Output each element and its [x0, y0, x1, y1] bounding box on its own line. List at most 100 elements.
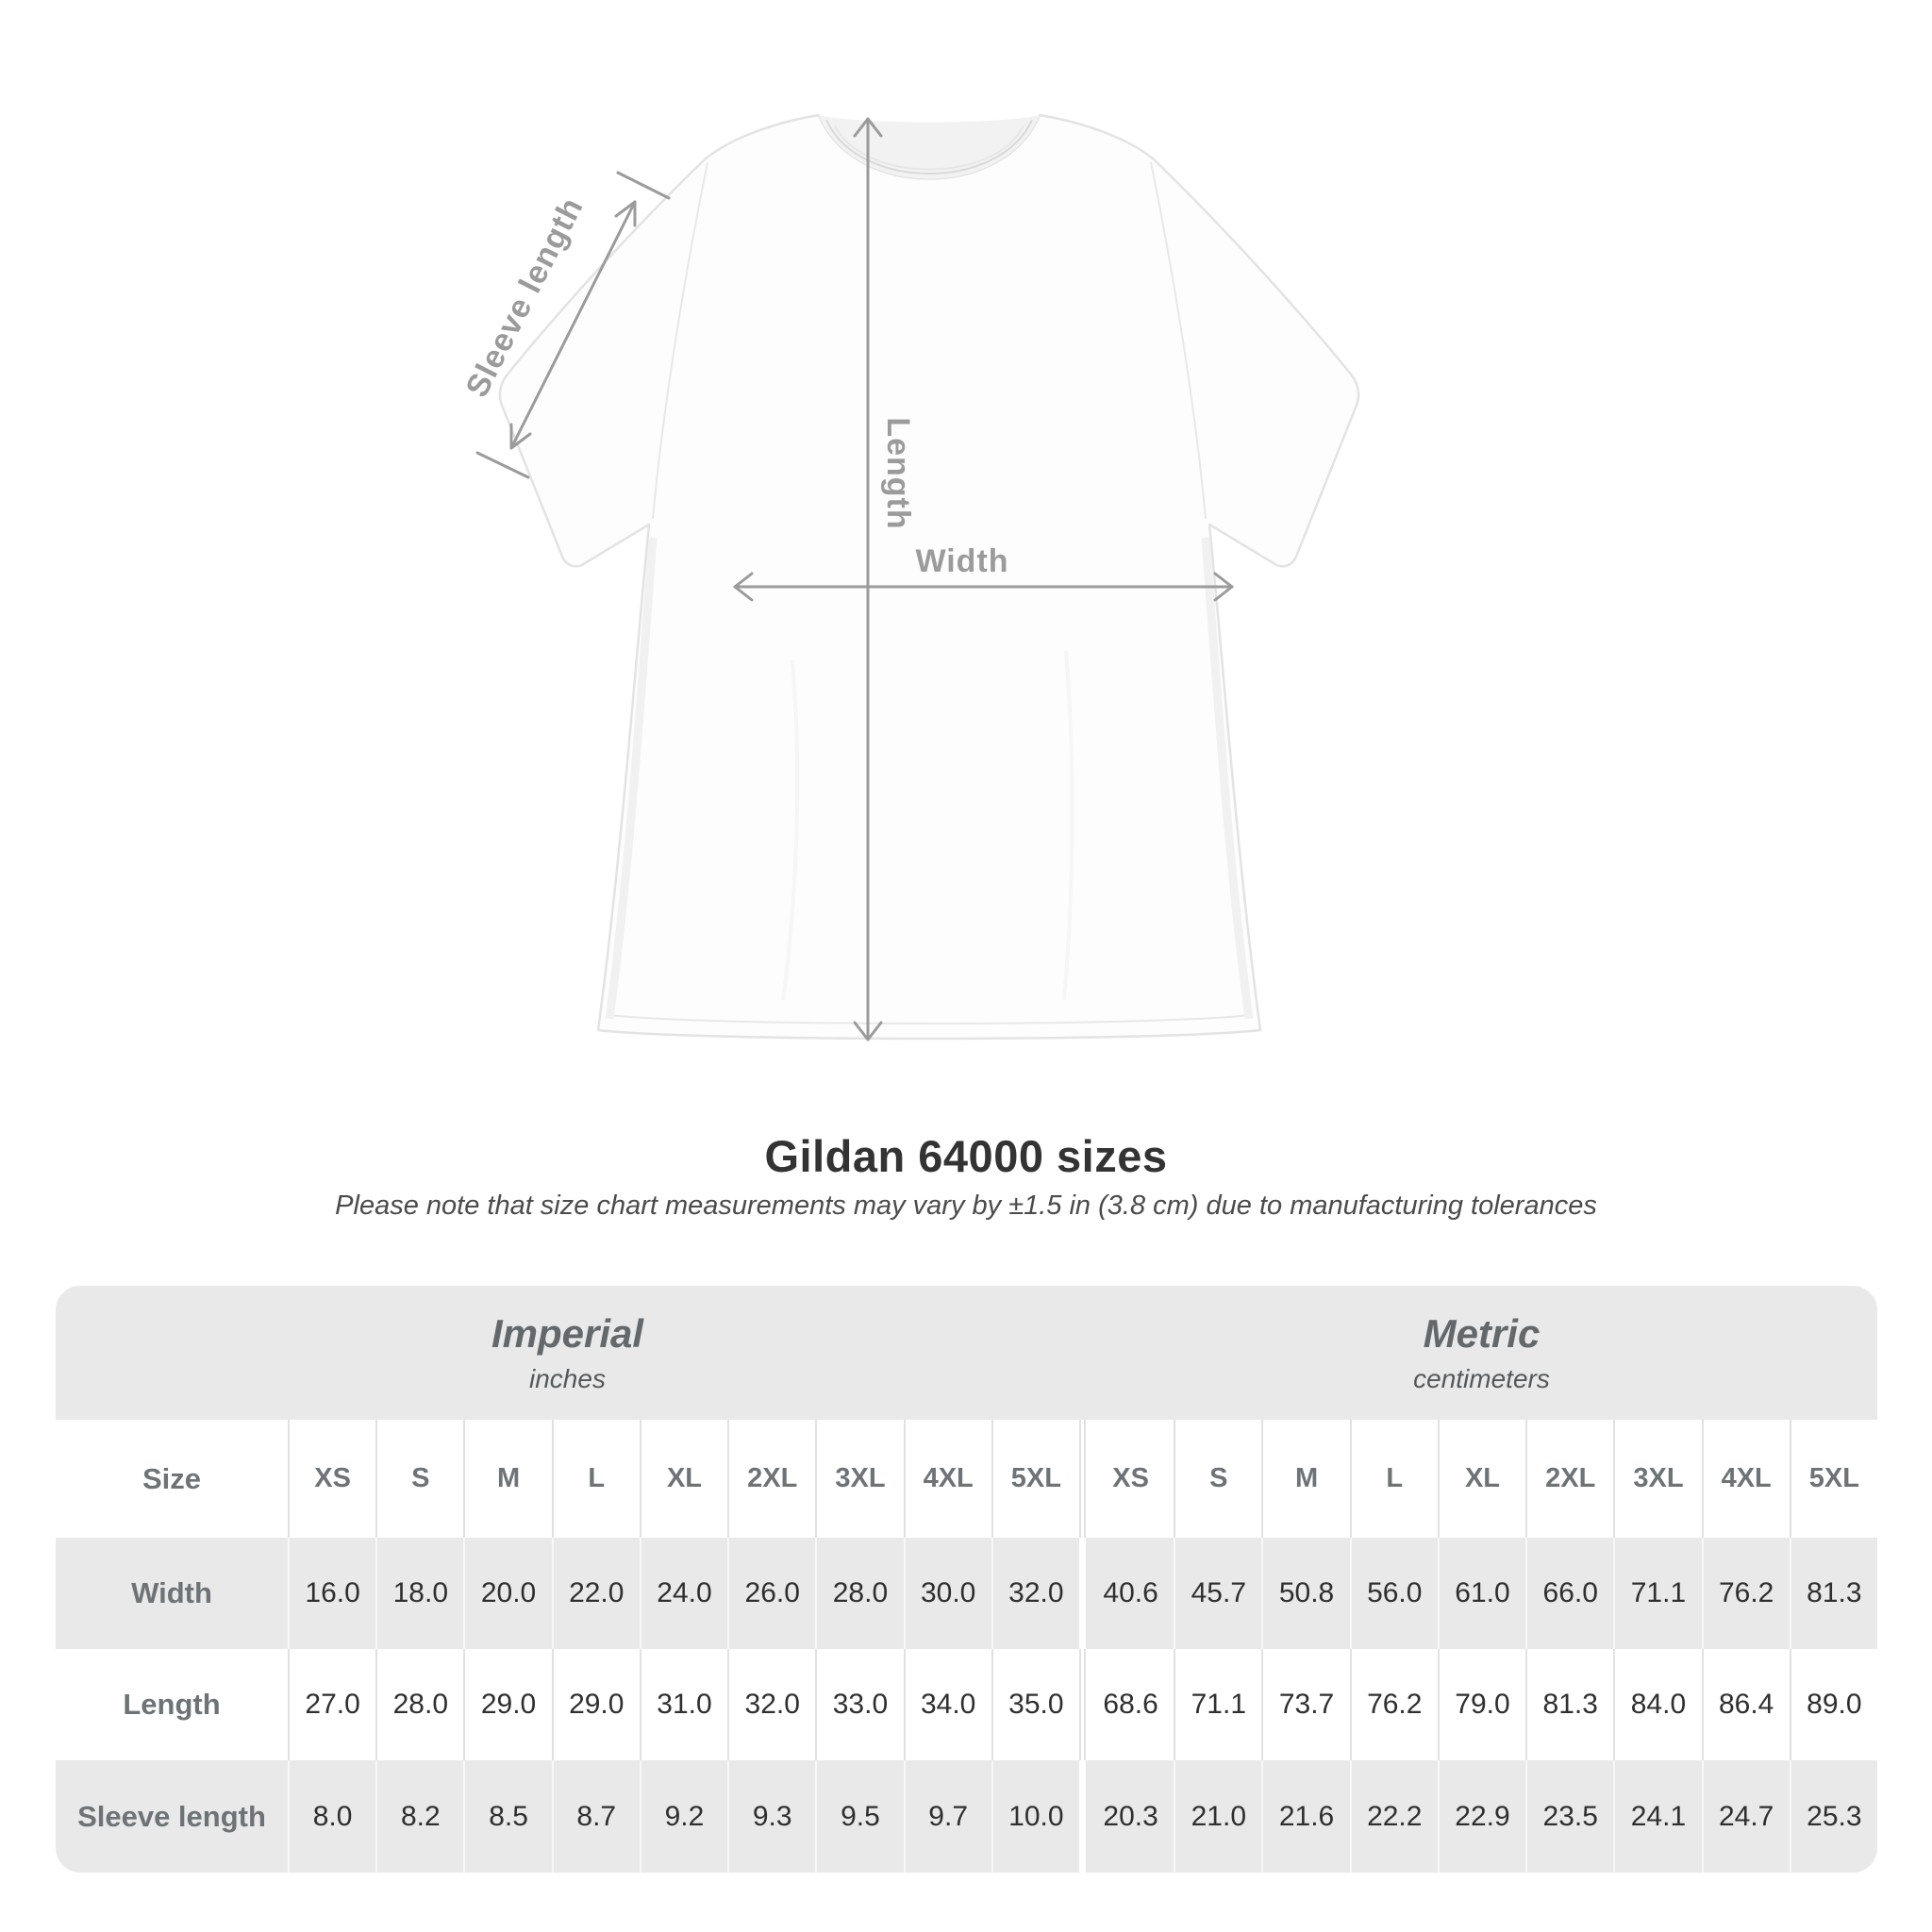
- tolerance-note: Please note that size chart measurements…: [335, 1191, 1597, 1221]
- width-imp-l: 22.0: [551, 1538, 640, 1649]
- hem-seam: [608, 1014, 1250, 1024]
- sleeve-met-5xl: 25.3: [1789, 1760, 1877, 1873]
- length-imp-4xl: 34.0: [903, 1649, 991, 1760]
- met-size-3xl: 3XL: [1613, 1420, 1702, 1538]
- sleeve-imp-5xl: 10.0: [991, 1760, 1079, 1873]
- width-met-l: 56.0: [1349, 1538, 1438, 1649]
- sleeve-met-s: 21.0: [1174, 1760, 1262, 1873]
- length-imp-l: 29.0: [551, 1649, 640, 1760]
- length-arrow: [853, 117, 883, 1041]
- metric-group-header: Metric centimeters: [1085, 1286, 1877, 1420]
- row-label-length: Length: [56, 1649, 288, 1760]
- length-met-xs: 68.6: [1085, 1649, 1174, 1760]
- imp-size-xs: XS: [288, 1420, 376, 1538]
- length-imp-5xl: 35.0: [991, 1649, 1079, 1760]
- length-met-l: 76.2: [1349, 1649, 1438, 1760]
- unit-divider-sleeve: [1078, 1760, 1086, 1873]
- length-imp-xl: 31.0: [639, 1649, 728, 1760]
- unit-divider-length: [1078, 1649, 1086, 1760]
- collar-seam-inner: [834, 125, 1024, 171]
- length-imp-2xl: 32.0: [727, 1649, 816, 1760]
- metric-group-unit: centimeters: [1413, 1364, 1550, 1393]
- width-imp-5xl: 32.0: [991, 1538, 1079, 1649]
- sleeve-met-4xl: 24.7: [1701, 1760, 1790, 1873]
- imp-size-5xl: 5XL: [991, 1420, 1079, 1538]
- collar-seam-outer: [825, 119, 1033, 175]
- wrinkle-right: [1062, 650, 1074, 1001]
- width-arrow: [733, 572, 1234, 602]
- met-size-s: S: [1174, 1420, 1262, 1538]
- size-table: Imperial inches Metric centimeters Size …: [56, 1286, 1877, 1873]
- length-met-s: 71.1: [1174, 1649, 1262, 1760]
- width-met-xs: 40.6: [1085, 1538, 1174, 1649]
- right-side-shading: [1201, 537, 1254, 1020]
- imperial-group-unit: inches: [529, 1364, 606, 1393]
- group-band-divider: [1078, 1286, 1086, 1420]
- met-size-2xl: 2XL: [1525, 1420, 1614, 1538]
- met-size-m: M: [1261, 1420, 1350, 1538]
- length-imp-3xl: 33.0: [815, 1649, 904, 1760]
- width-imp-s: 18.0: [375, 1538, 464, 1649]
- imp-size-s: S: [375, 1420, 464, 1538]
- width-imp-3xl: 28.0: [815, 1538, 904, 1649]
- width-imp-xl: 24.0: [639, 1538, 728, 1649]
- width-imp-2xl: 26.0: [727, 1538, 816, 1649]
- wrinkle-left: [781, 659, 800, 1001]
- met-size-xl: XL: [1437, 1420, 1526, 1538]
- tshirt-graphic: [498, 113, 1360, 1041]
- met-size-5xl: 5XL: [1789, 1420, 1877, 1538]
- width-met-3xl: 71.1: [1613, 1538, 1702, 1649]
- length-met-5xl: 89.0: [1789, 1649, 1877, 1760]
- left-sleeve-seam: [652, 161, 708, 520]
- length-met-m: 73.7: [1261, 1649, 1350, 1760]
- row-label-width: Width: [56, 1538, 288, 1649]
- width-met-xl: 61.0: [1437, 1538, 1526, 1649]
- sleeve-imp-4xl: 9.7: [903, 1760, 991, 1873]
- unit-divider-width: [1078, 1538, 1086, 1649]
- width-imp-m: 20.0: [463, 1538, 552, 1649]
- width-imp-4xl: 30.0: [903, 1538, 991, 1649]
- imp-size-3xl: 3XL: [815, 1420, 904, 1538]
- imp-size-l: L: [551, 1420, 640, 1538]
- width-met-4xl: 76.2: [1701, 1538, 1790, 1649]
- sleeve-imp-3xl: 9.5: [815, 1760, 904, 1873]
- sleeve-met-m: 21.6: [1261, 1760, 1350, 1873]
- length-imp-s: 28.0: [375, 1649, 464, 1760]
- width-label: Width: [915, 543, 1008, 579]
- sleeve-met-xs: 20.3: [1085, 1760, 1174, 1873]
- metric-group-title: Metric: [1423, 1311, 1541, 1356]
- met-size-xs: XS: [1085, 1420, 1174, 1538]
- imp-size-m: M: [463, 1420, 552, 1538]
- imperial-group-title: Imperial: [491, 1311, 644, 1356]
- sleeve-length-arrow: [475, 171, 671, 479]
- length-met-4xl: 86.4: [1701, 1649, 1790, 1760]
- width-imp-xs: 16.0: [288, 1538, 376, 1649]
- row-label-sleeve-length: Sleeve length: [56, 1760, 288, 1873]
- imp-size-2xl: 2XL: [727, 1420, 816, 1538]
- page-title: Gildan 64000 sizes: [764, 1131, 1168, 1181]
- length-met-3xl: 84.0: [1613, 1649, 1702, 1760]
- sleeve-imp-2xl: 9.3: [727, 1760, 816, 1873]
- length-met-xl: 79.0: [1437, 1649, 1526, 1760]
- sleeve-imp-m: 8.5: [463, 1760, 552, 1873]
- imp-size-4xl: 4XL: [903, 1420, 991, 1538]
- sleeve-met-2xl: 23.5: [1525, 1760, 1614, 1873]
- met-size-4xl: 4XL: [1701, 1420, 1790, 1538]
- sleeve-imp-l: 8.7: [551, 1760, 640, 1873]
- width-met-2xl: 66.0: [1525, 1538, 1614, 1649]
- unit-divider-header: [1078, 1420, 1086, 1538]
- size-column-header: Size: [56, 1420, 288, 1538]
- length-imp-xs: 27.0: [288, 1649, 376, 1760]
- length-imp-m: 29.0: [463, 1649, 552, 1760]
- sleeve-imp-xl: 9.2: [639, 1760, 728, 1873]
- length-label: Length: [880, 417, 916, 529]
- met-size-l: L: [1349, 1420, 1438, 1538]
- sleeve-imp-xs: 8.0: [288, 1760, 376, 1873]
- imp-size-xl: XL: [639, 1420, 728, 1538]
- right-sleeve-seam: [1150, 161, 1207, 520]
- left-side-shading: [605, 537, 658, 1020]
- width-met-s: 45.7: [1174, 1538, 1262, 1649]
- width-met-5xl: 81.3: [1789, 1538, 1877, 1649]
